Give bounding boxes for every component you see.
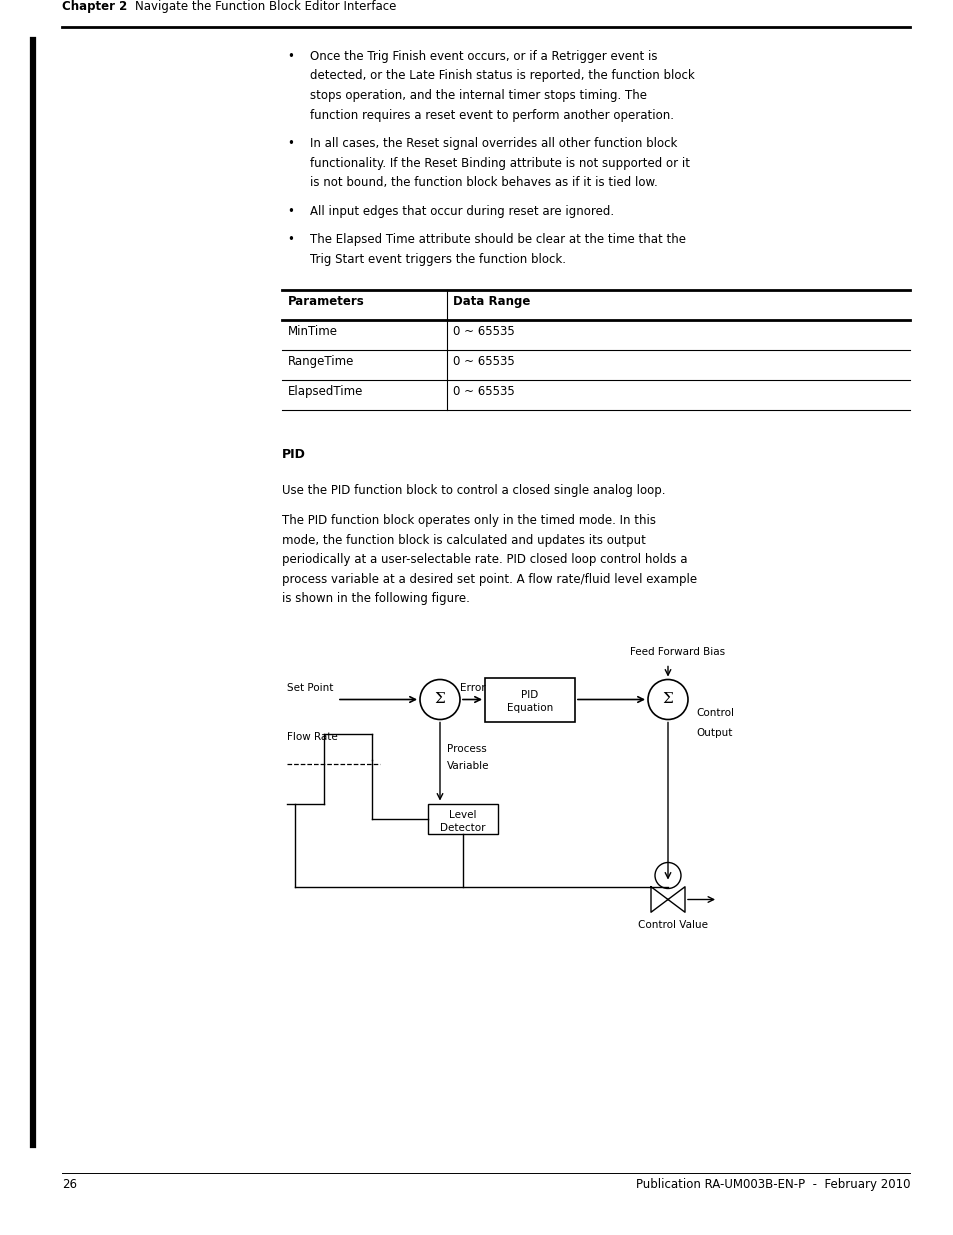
- Text: •: •: [287, 205, 294, 217]
- Text: Trig Start event triggers the function block.: Trig Start event triggers the function b…: [310, 252, 565, 266]
- Text: 0 ~ 65535: 0 ~ 65535: [453, 385, 515, 398]
- Text: is shown in the following figure.: is shown in the following figure.: [282, 592, 470, 605]
- Text: 26: 26: [62, 1178, 77, 1191]
- Bar: [428, 804, 497, 834]
- Text: 0 ~ 65535: 0 ~ 65535: [453, 325, 515, 338]
- Text: Detector: Detector: [439, 823, 485, 832]
- Text: Level: Level: [449, 809, 476, 820]
- Text: Process: Process: [447, 743, 486, 753]
- Text: •: •: [287, 49, 294, 63]
- Text: Output: Output: [696, 727, 732, 737]
- Text: Once the Trig Finish event occurs, or if a Retrigger event is: Once the Trig Finish event occurs, or if…: [310, 49, 657, 63]
- Text: All input edges that occur during reset are ignored.: All input edges that occur during reset …: [310, 205, 614, 217]
- Text: The PID function block operates only in the timed mode. In this: The PID function block operates only in …: [282, 514, 656, 527]
- Text: 0 ~ 65535: 0 ~ 65535: [453, 354, 515, 368]
- Text: Navigate the Function Block Editor Interface: Navigate the Function Block Editor Inter…: [135, 0, 395, 14]
- Text: mode, the function block is calculated and updates its output: mode, the function block is calculated a…: [282, 534, 645, 547]
- Text: Variable: Variable: [447, 761, 489, 771]
- Text: •: •: [287, 137, 294, 149]
- Text: RangeTime: RangeTime: [288, 354, 354, 368]
- Text: •: •: [287, 233, 294, 246]
- Text: stops operation, and the internal timer stops timing. The: stops operation, and the internal timer …: [310, 89, 646, 103]
- Text: Control: Control: [696, 708, 733, 718]
- Text: detected, or the Late Finish status is reported, the function block: detected, or the Late Finish status is r…: [310, 69, 694, 83]
- Text: ElapsedTime: ElapsedTime: [288, 385, 363, 398]
- Text: Publication RA-UM003B-EN-P  -  February 2010: Publication RA-UM003B-EN-P - February 20…: [635, 1178, 909, 1191]
- Text: function requires a reset event to perform another operation.: function requires a reset event to perfo…: [310, 109, 673, 121]
- Text: Flow Rate: Flow Rate: [287, 731, 337, 741]
- Text: Data Range: Data Range: [453, 295, 530, 308]
- Text: In all cases, the Reset signal overrides all other function block: In all cases, the Reset signal overrides…: [310, 137, 677, 149]
- Text: MinTime: MinTime: [288, 325, 337, 338]
- Text: is not bound, the function block behaves as if it is tied low.: is not bound, the function block behaves…: [310, 177, 657, 189]
- Text: functionality. If the Reset Binding attribute is not supported or it: functionality. If the Reset Binding attr…: [310, 157, 689, 169]
- Text: periodically at a user-selectable rate. PID closed loop control holds a: periodically at a user-selectable rate. …: [282, 553, 687, 566]
- Text: The Elapsed Time attribute should be clear at the time that the: The Elapsed Time attribute should be cle…: [310, 233, 685, 246]
- Text: Set Point: Set Point: [287, 683, 333, 693]
- Text: PID: PID: [282, 448, 306, 461]
- Text: process variable at a desired set point. A flow rate/fluid level example: process variable at a desired set point.…: [282, 573, 697, 585]
- Text: Use the PID function block to control a closed single analog loop.: Use the PID function block to control a …: [282, 484, 665, 496]
- Text: Equation: Equation: [506, 703, 553, 713]
- Text: Chapter 2: Chapter 2: [62, 0, 127, 14]
- Text: Σ: Σ: [662, 692, 673, 705]
- Bar: [484, 678, 575, 721]
- Text: Control Value: Control Value: [638, 920, 707, 930]
- Text: Feed Forward Bias: Feed Forward Bias: [629, 646, 724, 657]
- Text: Parameters: Parameters: [288, 295, 364, 308]
- Text: PID: PID: [521, 689, 538, 699]
- Text: Σ: Σ: [435, 692, 445, 705]
- Text: Error: Error: [459, 683, 485, 693]
